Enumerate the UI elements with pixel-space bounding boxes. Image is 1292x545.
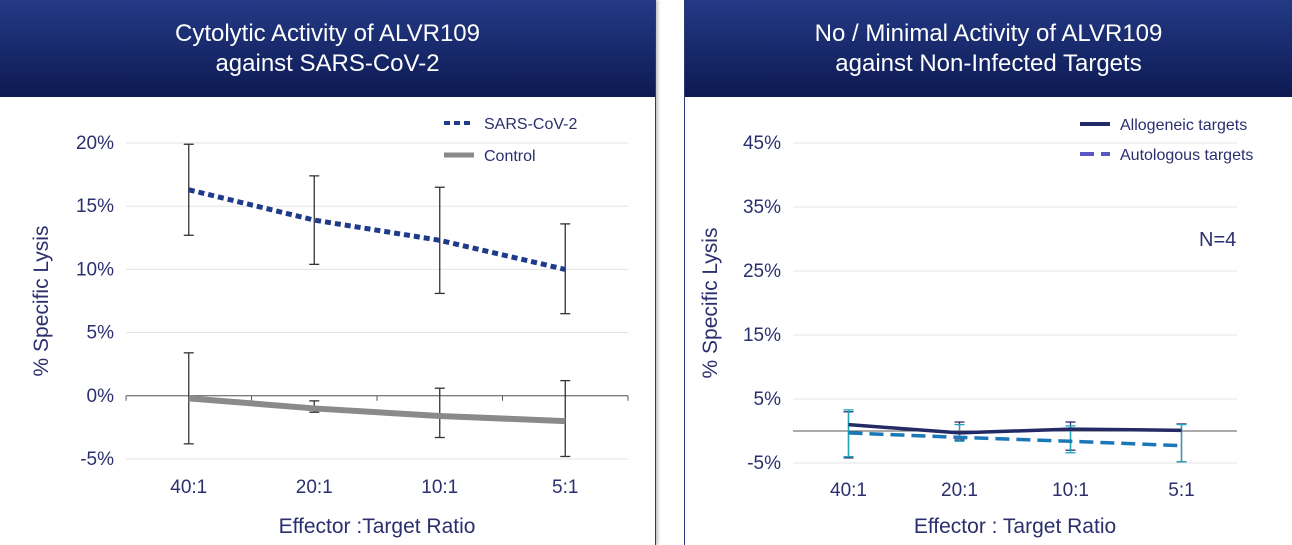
right-x-tick-label: 5:1 [1168,480,1194,501]
left-y-tick-label: 5% [87,323,115,344]
right-x-axis-title: Effector : Target Ratio [914,515,1116,538]
left-x-tick-label: 5:1 [552,477,578,498]
left-x-tick-label: 40:1 [170,477,207,498]
right-chart-title-line2: against Non-Infected Targets [835,49,1142,77]
left-chart-header: Cytolytic Activity of ALVR109 against SA… [0,0,655,97]
left-y-tick-label: 15% [76,196,114,217]
left-y-tick-label: 10% [76,259,114,280]
left-y-tick-label: 20% [76,133,114,154]
right-y-tick-label: 25% [743,261,781,282]
right-chart-panel: No / Minimal Activity of ALVR109 against… [684,0,1292,545]
right-annotation: N=4 [1199,229,1236,251]
right-chart-plot: -5% 5% 15% 25% 35% 45% 40:1 20:1 10:1 5:1 Effector… [699,117,1253,538]
left-series-line-2 [188,395,566,425]
right-legend-label-1: Allogeneic targets [1120,117,1247,134]
right-x-tick-label: 20:1 [941,480,978,501]
right-series-line-1 [848,422,1182,435]
left-legend-label-2: Control [484,148,536,165]
right-y-tick-label: 5% [754,389,782,410]
left-y-axis-title: % Specific Lysis [30,226,53,377]
left-chart-title-line1: Cytolytic Activity of ALVR109 [174,19,480,47]
left-chart-panel: Cytolytic Activity of ALVR109 against SA… [0,0,656,545]
left-x-tick-label: 10:1 [421,477,458,498]
left-x-tick-label: 20:1 [296,477,333,498]
right-legend-label-2: Autologous targets [1120,147,1253,164]
right-y-axis-title: % Specific Lysis [699,228,722,379]
right-x-tick-label: 40:1 [830,480,867,501]
right-y-tick-label: 15% [743,325,781,346]
left-chart-title-line2: against SARS-CoV-2 [215,49,440,77]
right-series-line-2 [848,431,1182,448]
left-series-line-1 [188,187,566,272]
right-chart-title-line1: No / Minimal Activity of ALVR109 [814,19,1163,47]
right-y-tick-label: -5% [747,453,781,474]
left-legend-label-1: SARS-CoV-2 [484,116,577,133]
right-y-tick-label: 45% [743,133,781,154]
left-x-axis-title: Effector :Target Ratio [279,515,476,538]
left-y-tick-label: -5% [80,449,114,470]
right-chart-header: No / Minimal Activity of ALVR109 against… [685,0,1292,97]
left-chart-plot: -5% 0% 5% 10% 15% 20% 40:1 20:1 10:1 5:1 Effector … [30,116,629,538]
left-y-tick-label: 0% [87,386,115,407]
right-y-tick-label: 35% [743,197,781,218]
right-x-tick-label: 10:1 [1052,480,1089,501]
